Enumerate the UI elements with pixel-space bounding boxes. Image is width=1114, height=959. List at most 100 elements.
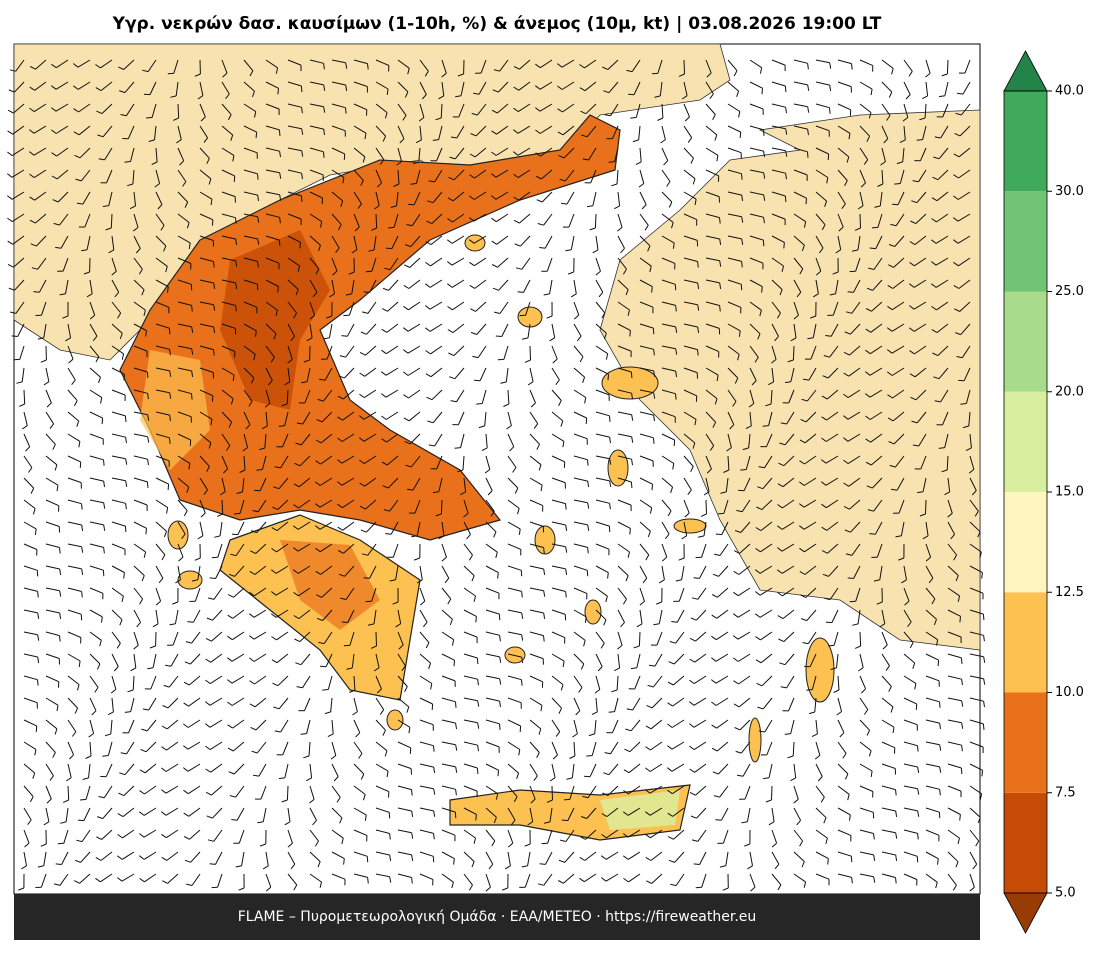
wind-barb-flag: [870, 248, 876, 249]
colorbar-tick-label: 5.0: [1055, 886, 1076, 901]
wind-barb-flag: [147, 372, 148, 378]
wind-barb-flag: [322, 198, 323, 204]
colorbar-over: [1004, 51, 1047, 91]
wind-barb-flag: [456, 702, 457, 708]
wind-barb-flag: [301, 734, 307, 735]
wind-barb-flag: [652, 287, 653, 293]
wind-barb-flag: [278, 287, 279, 293]
wind-barb-flag: [961, 768, 962, 774]
wind-barb: [772, 786, 773, 800]
wind-barb-flag: [826, 622, 832, 623]
wind-barb: [68, 786, 69, 800]
colorbar-tick-label: 7.5: [1055, 785, 1076, 800]
wind-barb-flag: [455, 448, 461, 449]
wind-barb-flag: [192, 305, 193, 311]
wind-barb-flag: [762, 287, 763, 293]
wind-barb-flag: [984, 657, 985, 663]
wind-barb-flag: [102, 418, 103, 424]
wind-barb-flag: [341, 336, 347, 337]
wind-barb-flag: [364, 292, 370, 293]
wind-barb-flag: [454, 660, 455, 666]
wind-barb-flag: [961, 658, 962, 664]
wind-barb: [111, 214, 112, 228]
wind-barb-flag: [566, 504, 567, 510]
island: [749, 718, 761, 762]
wind-barb-flag: [236, 306, 237, 312]
wind-barb-flag: [588, 547, 589, 553]
wind-barb-flag: [896, 878, 897, 884]
wind-barb-flag: [918, 833, 919, 839]
wind-barb-flag: [124, 374, 125, 380]
wind-barb-flag: [279, 130, 280, 136]
wind-barb-flag: [785, 86, 786, 92]
wind-barb-flag: [982, 770, 983, 776]
wind-barb: [639, 632, 640, 646]
wind-barb-flag: [410, 184, 416, 185]
wind-barb-flag: [940, 702, 941, 708]
wind-barb-flag: [301, 86, 302, 92]
colorbar-tick-label: 10.0: [1055, 685, 1084, 700]
wind-barb-flag: [983, 724, 984, 730]
wind-barb-flag: [715, 820, 721, 821]
wind-barb-flag: [718, 513, 724, 514]
wind-barb-flag: [742, 261, 743, 267]
wind-barb-flag: [210, 864, 216, 865]
map: FLAME – Πυρομετεωρολογική Ομάδα · ΕΑΑ/ME…: [7, 44, 984, 940]
wind-barb-flag: [694, 864, 700, 865]
wind-barb-flag: [434, 833, 435, 839]
wind-barb-flag: [763, 426, 769, 427]
colorbar-segment: [1004, 191, 1047, 291]
wind-barb-flag: [434, 746, 435, 752]
wind-barb-flag: [7, 152, 12, 156]
wind-barb-flag: [960, 404, 966, 405]
wind-barb-flag: [234, 513, 240, 514]
wind-barb-flag: [146, 331, 147, 337]
wind-barb: [376, 214, 377, 228]
wind-barb-flag: [78, 820, 84, 821]
wind-barb-flag: [322, 690, 328, 691]
wind-barb-flag: [631, 482, 632, 488]
colorbar-tick-label: 12.5: [1055, 585, 1084, 600]
wind-barb-flag: [498, 573, 499, 579]
title: Υγρ. νεκρών δασ. καυσίμων (1-10h, %) & ά…: [112, 14, 882, 34]
wind-barb-flag: [102, 756, 108, 757]
wind-barb-flag: [784, 242, 785, 248]
wind-barb-flag: [984, 635, 985, 641]
wind-barb-flag: [477, 768, 478, 774]
wind-barb-flag: [518, 292, 524, 293]
wind-barb-flag: [187, 622, 193, 623]
footer-text: FLAME – Πυρομετεωρολογική Ομάδα · ΕΑΑ/ME…: [238, 909, 757, 925]
wind-barb-flag: [168, 484, 169, 490]
wind-barb-flag: [12, 336, 18, 337]
wind-barb-flag: [894, 184, 900, 185]
colorbar-tick-label: 20.0: [1055, 384, 1084, 399]
colorbar-segment: [1004, 392, 1047, 492]
wind-barb-flag: [454, 859, 455, 865]
wind-barb-flag: [720, 218, 721, 224]
wind-barb-flag: [80, 799, 86, 800]
wind-barb-flag: [544, 636, 545, 642]
wind-barb-flag: [82, 504, 83, 510]
island: [387, 710, 403, 730]
wind-barb-flag: [631, 372, 632, 378]
wind-barb-flag: [8, 110, 13, 113]
colorbar-segment: [1004, 492, 1047, 592]
wind-barb-flag: [828, 859, 829, 865]
wind-barb-flag: [608, 374, 609, 380]
wind-barb-flag: [476, 616, 477, 622]
colorbar-segment: [1004, 592, 1047, 692]
wind-barb-flag: [388, 227, 394, 228]
wind-barb-flag: [256, 132, 257, 138]
wind-barb-flag: [56, 864, 62, 865]
island: [535, 526, 555, 554]
wind-barb-flag: [390, 834, 391, 840]
wind-barb-flag: [498, 770, 499, 776]
wind-barb: [926, 500, 927, 514]
colorbar-tick-label: 15.0: [1055, 485, 1084, 500]
wind-barb-flag: [412, 790, 413, 796]
wind-barb-flag: [60, 636, 61, 642]
wind-barb-flag: [368, 64, 369, 70]
wind-barb-flag: [210, 578, 216, 579]
wind-barb-flag: [344, 859, 345, 865]
wind-barb-flag: [564, 799, 570, 800]
